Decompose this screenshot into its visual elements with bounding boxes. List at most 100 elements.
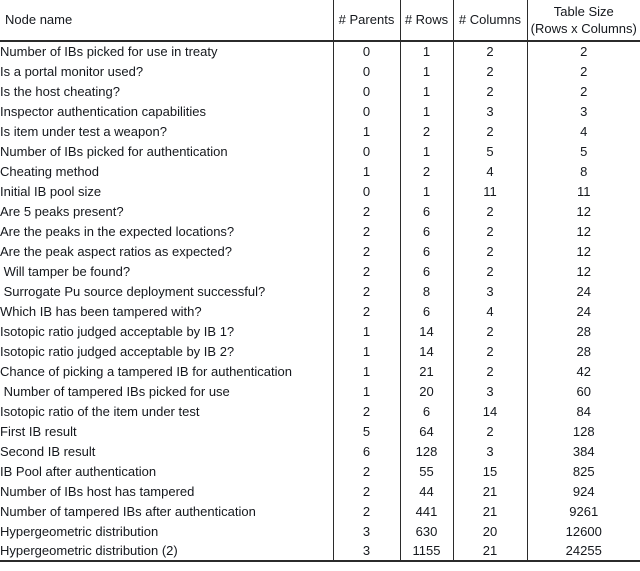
node-name-cell: Is the host cheating? — [0, 83, 120, 99]
table-size-cell: 84 — [526, 401, 640, 421]
num-parents-cell: 2 — [332, 301, 400, 321]
node-name-cell: Which IB has been tampered with? — [0, 303, 202, 319]
column-header-num-columns: # Columns — [452, 0, 527, 42]
num-rows-cell: 44 — [399, 481, 453, 501]
table-size-cell: 384 — [526, 441, 640, 461]
num-rows-cell: 1 — [399, 81, 453, 101]
num-rows-cell: 630 — [399, 521, 453, 541]
num-columns-cell: 3 — [452, 101, 527, 121]
num-columns-cell: 21 — [452, 481, 527, 501]
table-size-cell: 3 — [526, 101, 640, 121]
num-columns-cell: 4 — [452, 301, 527, 321]
num-parents-cell: 0 — [332, 181, 400, 201]
num-parents-cell: 6 — [332, 441, 400, 461]
table-size-header-line1: Table Size — [553, 4, 614, 19]
num-parents-cell: 0 — [332, 101, 400, 121]
num-parents-cell: 1 — [332, 161, 400, 181]
num-columns-cell: 2 — [452, 341, 527, 361]
num-rows-cell: 1 — [399, 41, 453, 61]
node-name-cell: Number of IBs host has tampered — [0, 483, 195, 499]
table-row: Surrogate Pu source deployment successfu… — [0, 281, 640, 301]
num-parents-cell: 2 — [332, 221, 400, 241]
num-columns-cell: 3 — [452, 281, 527, 301]
num-rows-cell: 6 — [399, 261, 453, 281]
num-rows-cell: 1 — [399, 101, 453, 121]
num-columns-cell: 2 — [452, 421, 527, 441]
node-name-cell: Is item under test a weapon? — [0, 123, 167, 139]
num-rows-cell: 1 — [399, 61, 453, 81]
num-parents-cell: 5 — [332, 421, 400, 441]
table-row: Number of IBs picked for use in treaty 0 1… — [0, 41, 640, 61]
table-size-cell: 12600 — [526, 521, 640, 541]
num-rows-cell: 1 — [399, 141, 453, 161]
table-row: Isotopic ratio judged acceptable by IB 1… — [0, 321, 640, 341]
table-size-cell: 24255 — [526, 541, 640, 562]
table-row: Chance of picking a tampered IB for auth… — [0, 361, 640, 381]
table-size-cell: 28 — [526, 321, 640, 341]
num-parents-cell: 3 — [332, 541, 400, 562]
column-header-num-rows: # Rows — [399, 0, 453, 42]
node-name-cell: Will tamper be found? — [0, 263, 131, 279]
table-body: Number of IBs picked for use in treaty 0 1… — [0, 41, 640, 562]
node-name-cell: Are the peak aspect ratios as expected? — [0, 243, 232, 259]
node-name-cell: Is a portal monitor used? — [0, 63, 144, 79]
num-columns-cell: 2 — [452, 81, 527, 101]
table-row: Initial IB pool size 0 1 11 11 — [0, 181, 640, 201]
num-rows-cell: 6 — [399, 301, 453, 321]
table-size-cell: 8 — [526, 161, 640, 181]
table-row: Number of tampered IBs after authenticat… — [0, 501, 640, 521]
num-parents-cell: 1 — [332, 361, 400, 381]
node-name-cell: Isotopic ratio of the item under test — [0, 403, 200, 419]
table-header: Node name # Parents # Rows # Columns Tab… — [0, 0, 640, 42]
table-size-cell: 12 — [526, 221, 640, 241]
node-name-cell: IB Pool after authentication — [0, 463, 157, 479]
node-name-cell: Hypergeometric distribution — [0, 523, 159, 539]
num-rows-cell: 55 — [399, 461, 453, 481]
num-columns-cell: 15 — [452, 461, 527, 481]
table-row: Are the peaks in the expected locations?… — [0, 221, 640, 241]
table-row: Is item under test a weapon? 1 2 2 4 — [0, 121, 640, 141]
table-row: Isotopic ratio of the item under test 2 6 1… — [0, 401, 640, 421]
num-columns-cell: 21 — [452, 541, 527, 562]
num-rows-cell: 14 — [399, 341, 453, 361]
num-parents-cell: 2 — [332, 201, 400, 221]
num-parents-cell: 2 — [332, 241, 400, 261]
num-rows-cell: 441 — [399, 501, 453, 521]
table-row: Isotopic ratio judged acceptable by IB 2… — [0, 341, 640, 361]
num-rows-cell: 6 — [399, 241, 453, 261]
node-name-cell: Initial IB pool size — [0, 183, 102, 199]
num-parents-cell: 2 — [332, 261, 400, 281]
table-row: Number of tampered IBs picked for use 1 20… — [0, 381, 640, 401]
num-rows-cell: 20 — [399, 381, 453, 401]
table-row: Hypergeometric distribution 3 630 20 12600 — [0, 521, 640, 541]
node-name-cell: Isotopic ratio judged acceptable by IB 2… — [0, 343, 235, 359]
table-size-cell: 2 — [526, 61, 640, 81]
table-size-cell: 924 — [526, 481, 640, 501]
num-parents-cell: 2 — [332, 461, 400, 481]
table-row: Are 5 peaks present? 2 6 2 12 — [0, 201, 640, 221]
num-parents-cell: 3 — [332, 521, 400, 541]
table-row: Number of IBs picked for authentication 0… — [0, 141, 640, 161]
column-header-num-parents: # Parents — [332, 0, 400, 42]
num-rows-cell: 6 — [399, 221, 453, 241]
num-columns-cell: 2 — [452, 361, 527, 381]
table-size-header-line2: (Rows x Columns) — [530, 21, 637, 36]
node-name-cell: Isotopic ratio judged acceptable by IB 1… — [0, 323, 235, 339]
table-size-cell: 11 — [526, 181, 640, 201]
node-name-cell: Inspector authentication capabilities — [0, 103, 206, 119]
table-row: Are the peak aspect ratios as expected? 2… — [0, 241, 640, 261]
node-name-cell: Second IB result — [0, 443, 96, 459]
num-columns-cell: 3 — [452, 441, 527, 461]
node-name-cell: Hypergeometric distribution (2) — [0, 541, 333, 562]
table-size-cell: 24 — [526, 301, 640, 321]
num-columns-cell: 2 — [452, 201, 527, 221]
num-columns-cell: 2 — [452, 41, 527, 61]
num-parents-cell: 2 — [332, 481, 400, 501]
num-columns-cell: 14 — [452, 401, 527, 421]
num-rows-cell: 128 — [399, 441, 453, 461]
num-columns-cell: 21 — [452, 501, 527, 521]
node-name-cell: Chance of picking a tampered IB for auth… — [0, 363, 292, 379]
table-size-cell: 128 — [526, 421, 640, 441]
